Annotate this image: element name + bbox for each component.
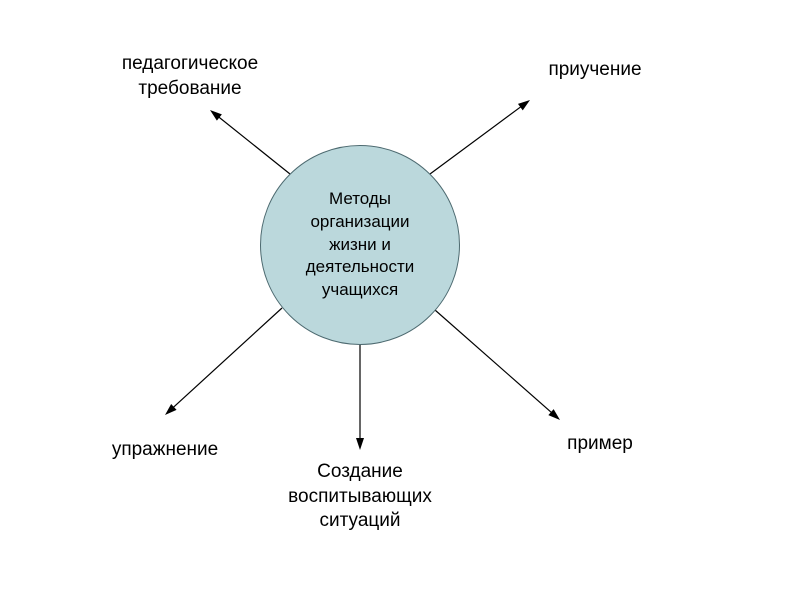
arrow-head-top-left (210, 110, 222, 121)
center-node: Методы организации жизни и деятельности … (260, 145, 460, 345)
arrow-line-bottom-right (435, 310, 555, 416)
spoke-label-bottom-left: упражнение (90, 438, 240, 463)
arrow-head-bottom-right (548, 409, 560, 420)
spoke-label-top-left: педагогическое требование (100, 52, 280, 101)
arrow-line-top-right (430, 104, 525, 174)
arrow-head-top-right (518, 100, 530, 110)
arrow-head-bottom-left (165, 404, 177, 415)
arrow-head-bottom (356, 438, 364, 450)
spoke-label-top-right: приучение (525, 58, 665, 83)
center-node-text: Методы организации жизни и деятельности … (296, 188, 424, 303)
spoke-label-bottom: Создание воспитывающих ситуаций (270, 460, 450, 534)
arrow-line-bottom-left (169, 308, 282, 411)
spoke-label-bottom-right: пример (540, 432, 660, 457)
diagram-container: Методы организации жизни и деятельности … (0, 0, 800, 600)
arrow-line-top-left (215, 114, 290, 174)
